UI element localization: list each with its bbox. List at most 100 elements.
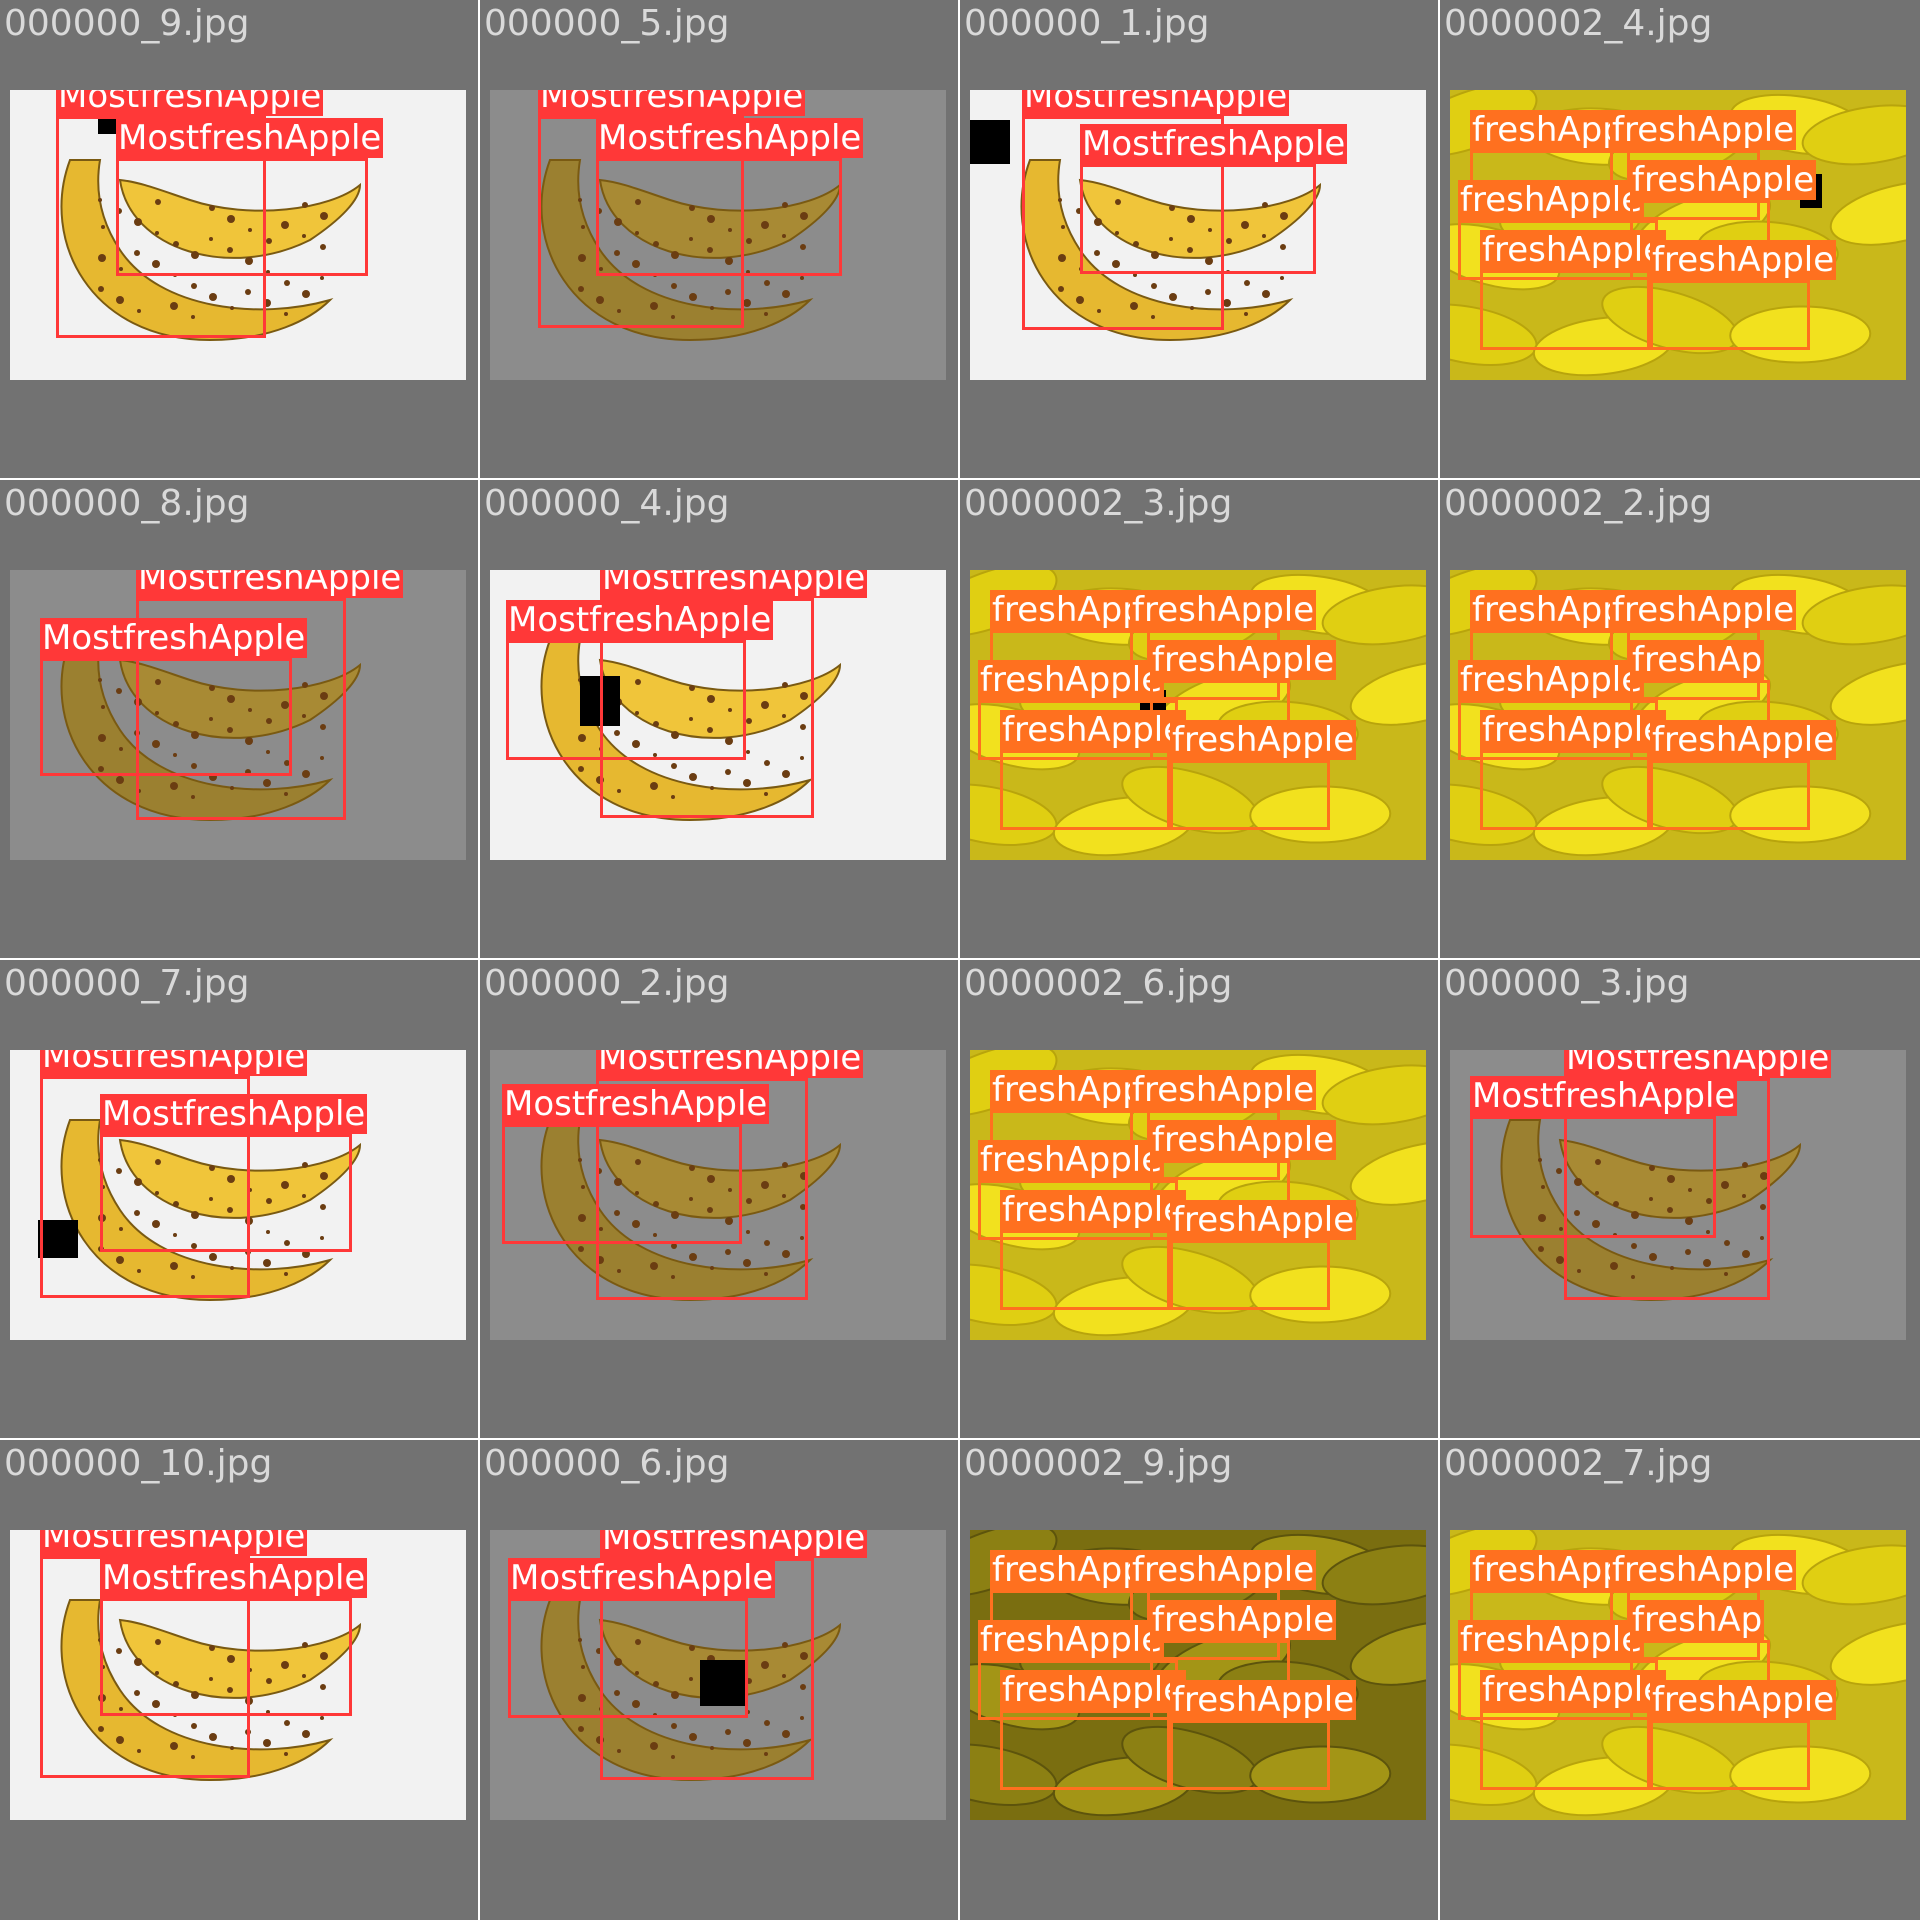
tile-filename: 000000_8.jpg (4, 483, 250, 524)
detection-label: MostfreshApple (600, 570, 868, 598)
tile-filename: 0000002_7.jpg (1444, 1443, 1713, 1484)
detection-label: MostfreshApple (600, 1530, 868, 1558)
detection-label: freshApple (1150, 1120, 1337, 1160)
detection-box (116, 158, 368, 276)
banana-photo: MostfreshApple MostfreshApple (490, 570, 946, 860)
detection-box (1470, 1116, 1716, 1238)
detection-label: freshApple (978, 1140, 1165, 1180)
cutout-mask (700, 1660, 746, 1706)
mosaic-tile: 0000002_9.jpg freshApple freshApple freshAp… (960, 1440, 1438, 1918)
detection-label: freshAp (1630, 1600, 1765, 1640)
tile-filename: 000000_1.jpg (964, 3, 1210, 44)
detection-label: freshApple (1150, 1600, 1337, 1640)
banana-photo: MostfreshApple MostfreshApple (10, 1530, 466, 1820)
detection-box (1480, 270, 1650, 350)
detection-box (1170, 760, 1330, 830)
detection-label: freshApple (1000, 710, 1187, 750)
tile-filename: 000000_9.jpg (4, 3, 250, 44)
mosaic-tile: 000000_6.jpg MostfreshApple MostfreshApple (480, 1440, 958, 1918)
cutout-mask (38, 1220, 78, 1258)
detection-label: freshApple (1170, 720, 1357, 760)
detection-box (508, 1598, 748, 1718)
banana-photo: MostfreshApple MostfreshApple (490, 1050, 946, 1340)
detection-box (40, 658, 292, 776)
detection-label: freshApple (1170, 1680, 1357, 1720)
detection-label: freshApple (1610, 590, 1797, 630)
detection-label: MostfreshApple (1022, 90, 1290, 116)
detection-label: freshApple (978, 1620, 1165, 1660)
detection-box (1000, 1710, 1170, 1790)
mosaic-tile: 000000_3.jpg MostfreshApple MostfreshApple (1440, 960, 1918, 1438)
tile-filename: 000000_6.jpg (484, 1443, 730, 1484)
banana-photo: MostfreshApple MostfreshApple (10, 570, 466, 860)
tile-filename: 0000002_4.jpg (1444, 3, 1713, 44)
banana-image (540, 639, 842, 822)
detection-box (1080, 164, 1316, 274)
detection-label: MostfreshApple (596, 1050, 864, 1078)
detection-label: MostfreshApple (538, 90, 806, 116)
mosaic-tile: 0000002_4.jpg freshApple freshApple freshAp… (1440, 0, 1918, 478)
tile-filename: 0000002_3.jpg (964, 483, 1233, 524)
grid-divider (0, 1438, 1920, 1440)
mosaic-tile: 000000_1.jpg MostfreshApple MostfreshApple (960, 0, 1438, 478)
detection-box (596, 158, 842, 276)
detection-label: MostfreshApple (508, 1558, 776, 1598)
detection-label: MostfreshApple (100, 1558, 368, 1598)
detection-label: freshApple (1000, 1190, 1187, 1230)
detection-box (1170, 1240, 1330, 1310)
detection-label: MostfreshApple (1080, 124, 1348, 164)
detection-box (56, 116, 266, 338)
detection-label: freshApple (1458, 1620, 1645, 1660)
detection-label: freshApple (1650, 720, 1837, 760)
detection-label: MostfreshApple (116, 118, 384, 158)
mosaic-tile: 000000_2.jpg MostfreshApple MostfreshApple (480, 960, 958, 1438)
detection-label: MostfreshApple (1564, 1050, 1832, 1078)
mosaic-tile: 0000002_6.jpg freshApple freshApple freshAp… (960, 960, 1438, 1438)
detection-box (1650, 280, 1810, 350)
detection-box (40, 1556, 250, 1778)
banana-photo: MostfreshApple MostfreshApple (490, 90, 946, 380)
banana-image (60, 159, 362, 342)
detection-label: freshApple (1480, 1670, 1667, 1710)
mosaic-tile: 000000_9.jpg MostfreshApple MostfreshApple (0, 0, 478, 478)
mosaic-tile: 000000_8.jpg MostfreshApple MostfreshApple (0, 480, 478, 958)
detection-label: freshApple (1130, 590, 1317, 630)
detection-box (596, 1078, 808, 1300)
detection-label: MostfreshApple (56, 90, 324, 116)
banana-photo: MostfreshApple MostfreshApple (1450, 1050, 1906, 1340)
banana-bunch-photo: freshApple freshApple freshApple freshAp fre… (1450, 1530, 1906, 1820)
detection-box (1480, 750, 1650, 830)
mosaic-tile: 0000002_7.jpg freshApple freshApple freshAp… (1440, 1440, 1918, 1918)
detection-box (1480, 1710, 1650, 1790)
tile-filename: 000000_10.jpg (4, 1443, 273, 1484)
detection-label: MostfreshApple (100, 1094, 368, 1134)
detection-box (1650, 1720, 1810, 1790)
detection-box (502, 1124, 742, 1244)
detection-label: freshAp (1630, 640, 1765, 680)
grid-divider (0, 478, 1920, 480)
banana-bunch-photo: freshApple freshApple freshApple freshAp fre… (1450, 570, 1906, 860)
detection-label: freshApple (1000, 1670, 1187, 1710)
detection-box (538, 116, 744, 328)
detection-label: freshApple (1610, 1550, 1797, 1590)
detection-box (1170, 1720, 1330, 1790)
banana-image (540, 159, 842, 342)
detection-box (100, 1598, 352, 1716)
detection-label: MostfreshApple (502, 1084, 770, 1124)
detection-box (136, 598, 346, 820)
detection-label: MostfreshApple (506, 600, 774, 640)
detection-label: freshApple (1650, 240, 1837, 280)
tile-filename: 0000002_2.jpg (1444, 483, 1713, 524)
banana-photo: MostfreshApple MostfreshApple (970, 90, 1426, 380)
banana-bunch-photo: freshApple freshApple freshApple freshApple… (970, 1050, 1426, 1340)
tile-filename: 0000002_6.jpg (964, 963, 1233, 1004)
mosaic-tile: 000000_7.jpg MostfreshApple MostfreshApple (0, 960, 478, 1438)
detection-label: freshApple (1458, 660, 1645, 700)
mosaic-tile: 000000_4.jpg MostfreshApple MostfreshApple (480, 480, 958, 958)
detection-label: freshApple (1610, 110, 1797, 150)
banana-photo: MostfreshApple MostfreshApple (10, 90, 466, 380)
mosaic-tile: 0000002_2.jpg freshApple freshApple freshAp… (1440, 480, 1918, 958)
detection-label: MostfreshApple (1470, 1076, 1738, 1116)
detection-label: freshApple (1650, 1680, 1837, 1720)
